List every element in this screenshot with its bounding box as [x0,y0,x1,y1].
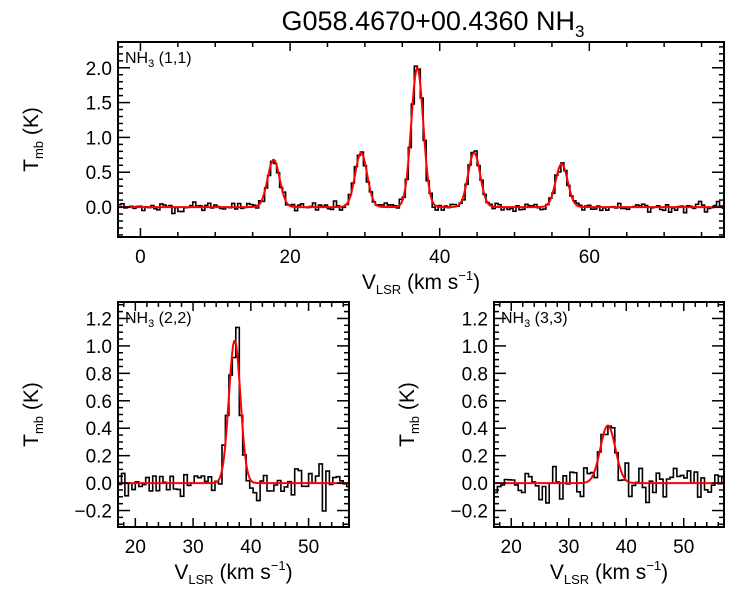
x-tick-label: 20 [501,537,522,558]
y-tick-label: 0.2 [86,447,112,468]
y-tick-label: 1.0 [86,337,112,358]
label-rest: (2,2) [154,310,191,327]
y-tick-label: 0.6 [86,392,112,413]
panel-top: 0 20 40 60 0.0 0.5 1.0 1.5 2.0 NH3 (1,1) VLSR (km … [20,41,725,297]
ylabel-main: T [20,434,43,447]
transition-label: NH3 (1,1) [125,50,192,70]
label-main: NH [125,50,148,67]
y-tick-label: 0.0 [86,474,112,495]
gaussian-fit-line [118,339,349,485]
label-rest: (3,3) [530,310,567,327]
y-axis-label: Tmb (K) [20,382,46,447]
panel-bottom-right: 20 30 40 50 −0.2 0.0 0.2 0.4 0.6 0.8 1.0 1.2 NH3 (3,… [396,301,725,587]
ylabel-main: T [396,434,419,447]
y-tick-label: −0.2 [74,502,112,523]
y-tick-label: 1.0 [462,337,488,358]
label-sub: 3 [148,318,154,330]
x-axis-label: VLSR (km s−1) [550,558,668,587]
xlabel-main: V [362,271,376,294]
xlabel-sup: −1 [271,558,286,573]
label-main: NH [501,310,524,327]
observed-spectrum-line [494,425,724,504]
xlabel-close: ) [286,561,293,584]
transition-label: NH3 (3,3) [501,310,568,330]
x-tick-label: 50 [298,537,319,558]
x-tick-label: 40 [240,537,261,558]
xlabel-sup: −1 [646,558,661,573]
label-rest: (1,1) [154,50,191,67]
ylabel-sub: mb [31,141,46,159]
plot-frame [117,41,725,238]
xlabel-close: ) [661,561,668,584]
y-axis-label: Tmb (K) [20,107,46,172]
y-tick-label: 0.2 [462,447,488,468]
x-tick-label: 30 [558,537,579,558]
xlabel-rest: (km s [214,561,271,584]
y-tick-label: 0.6 [462,392,488,413]
x-tick-label: 40 [429,247,450,268]
xlabel-sub: LSR [188,572,213,587]
y-tick-label: −0.2 [450,502,488,523]
x-tick-label: 20 [280,247,301,268]
xlabel-main: V [550,561,564,584]
y-tick-label: 0.0 [86,198,112,219]
y-tick-label: 0.4 [462,419,489,440]
y-tick-label: 1.2 [462,309,488,330]
x-tick-label: 20 [125,537,146,558]
xlabel-sub: LSR [564,572,589,587]
y-tick-label: 0.4 [86,419,113,440]
plot-frame [493,301,725,528]
xlabel-close: ) [473,271,480,294]
x-tick-label: 60 [579,247,600,268]
y-tick-label: 1.2 [86,309,112,330]
y-tick-label: 2.0 [86,59,112,80]
ylabel-sub: mb [31,416,46,434]
ylabel-rest: (K) [20,107,43,141]
x-tick-label: 40 [616,537,637,558]
xlabel-rest: (km s [401,271,458,294]
ylabel-sub: mb [407,416,422,434]
x-axis-label: VLSR (km s−1) [362,268,480,297]
x-tick-label: 0 [135,247,146,268]
figure-title: G058.4670+00.4360 NH3 [282,6,585,41]
observed-spectrum-line [118,65,724,215]
x-tick-label: 30 [183,537,204,558]
y-tick-label: 1.5 [86,94,112,115]
label-main: NH [125,310,148,327]
transition-label: NH3 (2,2) [125,310,192,330]
xlabel-main: V [174,561,188,584]
xlabel-rest: (km s [589,561,646,584]
y-tick-label: 0.5 [86,163,112,184]
x-tick-label: 50 [673,537,694,558]
x-axis-label: VLSR (km s−1) [174,558,292,587]
xlabel-sub: LSR [376,282,401,297]
panel-bottom-left: 20 30 40 50 −0.2 0.0 0.2 0.4 0.6 0.8 1.0 1.2 NH3 (2,… [20,301,350,587]
label-sub: 3 [524,318,530,330]
gaussian-fit-line [494,424,724,485]
ylabel-rest: (K) [396,382,419,416]
ylabel-rest: (K) [20,382,43,416]
xlabel-sup: −1 [458,268,473,283]
y-tick-label: 1.0 [86,128,112,149]
ylabel-main: T [20,159,43,172]
y-axis-label: Tmb (K) [396,382,422,447]
y-tick-label: 0.8 [462,364,488,385]
gaussian-fit-line [118,66,724,209]
y-tick-label: 0.0 [462,474,488,495]
plot-frame [117,301,350,528]
label-sub: 3 [148,58,154,70]
y-tick-label: 0.8 [86,364,112,385]
